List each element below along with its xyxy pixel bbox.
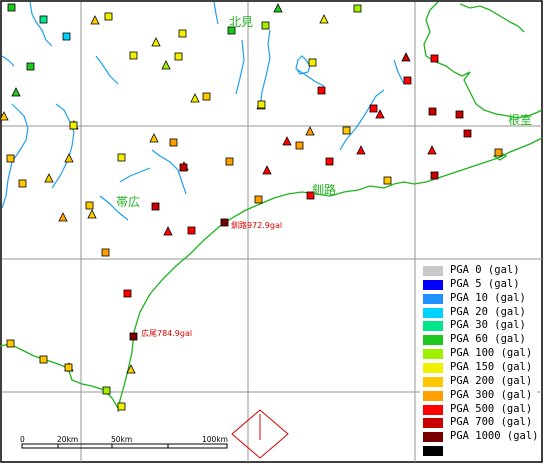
- legend-swatch: [423, 376, 443, 387]
- legend-label: PGA 150 (gal): [450, 360, 533, 373]
- legend-swatch: [423, 362, 443, 373]
- legend-swatch: [423, 432, 443, 443]
- scale-label-50km: 50km: [111, 435, 132, 444]
- legend-item: PGA 700 (gal): [423, 416, 537, 430]
- legend-item: PGA 5 (gal): [423, 277, 537, 292]
- legend-item: PGA 10 (gal): [423, 291, 537, 306]
- legend-label: PGA 0 (gal): [450, 264, 520, 276]
- place-label-nemuro: 根室: [508, 112, 532, 127]
- annotation-kushiro: 釧路972.9gal: [231, 220, 282, 230]
- annotation-hiroo: 広尾784.9gal: [141, 328, 192, 338]
- legend-item: PGA 150 (gal): [423, 360, 537, 375]
- scale-label-0: 0: [20, 435, 25, 444]
- rivers: [1, 1, 405, 221]
- legend-swatch: [423, 418, 443, 429]
- legend-item: PGA 30 (gal): [423, 319, 537, 333]
- scale-bar: [21, 443, 228, 449]
- legend-label: PGA 60 (gal): [450, 333, 526, 346]
- stations-squares: [6, 3, 503, 411]
- legend-label: PGA 5 (gal): [450, 277, 520, 290]
- legend-swatch: [423, 307, 443, 318]
- legend-label: PGA 500 (gal): [450, 402, 533, 415]
- legend-swatch: [423, 321, 443, 332]
- legend-label: PGA 300 (gal): [450, 388, 533, 401]
- legend-label: PGA 1000 (gal): [450, 430, 539, 443]
- legend-item: PGA 500 (gal): [423, 402, 537, 417]
- legend-swatch: [423, 404, 443, 415]
- legend-swatch: [423, 446, 443, 457]
- place-label-kushiro: 釧路: [312, 182, 336, 197]
- legend: PGA 0 (gal) PGA 5 (gal) PGA 10 (gal) PGA 20…: [420, 261, 539, 459]
- legend-item: [423, 445, 537, 458]
- scale-label-20km: 20km: [57, 435, 78, 444]
- legend-swatch: [423, 279, 443, 290]
- legend-item: PGA 100 (gal): [423, 347, 537, 361]
- legend-swatch: [423, 335, 443, 346]
- legend-item: PGA 20 (gal): [423, 305, 537, 320]
- place-label-obihiro: 帯広: [116, 195, 140, 209]
- legend-item: PGA 1000 (gal): [423, 430, 539, 444]
- legend-label: PGA 200 (gal): [450, 374, 533, 387]
- place-label-kitami: 北見: [229, 15, 253, 29]
- legend-swatch: [423, 266, 443, 276]
- legend-swatch: [423, 349, 443, 360]
- legend-item: PGA 60 (gal): [423, 333, 537, 347]
- legend-swatch: [423, 390, 443, 401]
- legend-label: PGA 10 (gal): [450, 291, 526, 304]
- legend-label: PGA 30 (gal): [450, 319, 526, 332]
- legend-swatch: [423, 293, 443, 304]
- legend-label: PGA 20 (gal): [450, 305, 526, 318]
- legend-item: PGA 200 (gal): [423, 374, 537, 389]
- north-arrow-icon: [231, 409, 289, 459]
- legend-item: PGA 300 (gal): [423, 388, 537, 403]
- legend-label: PGA 100 (gal): [450, 347, 533, 360]
- legend-label: PGA 700 (gal): [450, 416, 533, 429]
- legend-item: PGA 0 (gal): [423, 264, 537, 278]
- scale-label-100km: 100km: [202, 435, 228, 444]
